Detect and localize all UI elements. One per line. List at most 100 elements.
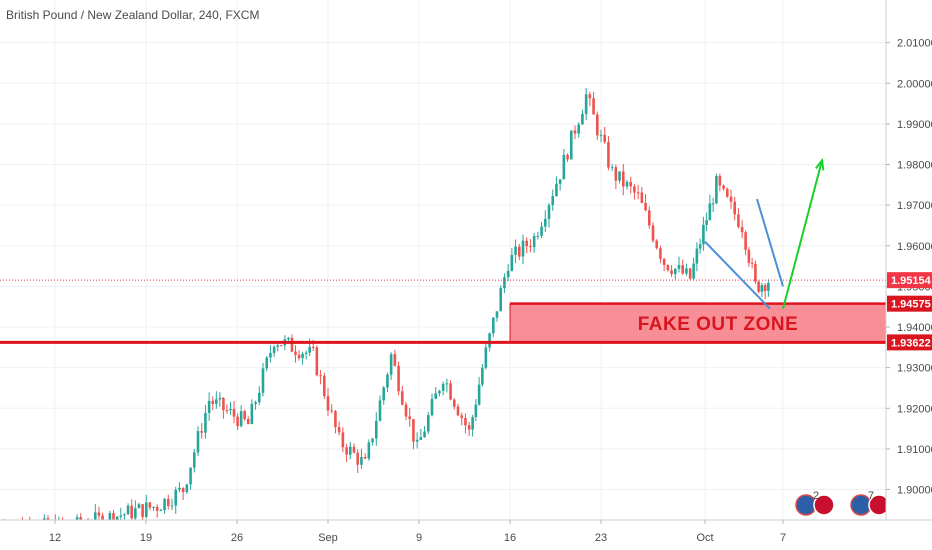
candle-body [484,347,488,368]
candle-body [438,390,441,394]
candle-body [452,399,456,407]
candle-body [397,365,400,392]
candle-body [625,181,629,187]
candle-body [326,396,330,411]
candle-body [218,397,222,400]
candle-body [356,452,360,465]
candle-body [374,420,378,439]
candle-body [174,489,178,506]
candle-body [705,220,708,225]
candle-body [747,249,751,263]
candle-body [698,244,702,249]
time-tick-label: 23 [595,532,607,544]
time-axis[interactable]: 12 19 26 Sep 9 16 23 Oct 7 [0,519,932,550]
candle-body [126,505,130,515]
candle-body [506,270,510,278]
time-tick-label: 7 [780,532,786,544]
candle-body [555,183,558,196]
candle-body [566,154,569,160]
candle-body [607,142,610,168]
candle-body [141,504,144,518]
time-tick-label: Oct [696,532,713,544]
candle-body [337,427,341,433]
candle-body [97,512,101,516]
price-tag-label: 1.93622 [891,337,931,349]
candle-body [514,246,517,255]
candle-body [695,248,699,264]
candle-body [246,419,250,425]
candle-body [725,188,729,197]
price-tag [887,272,932,289]
chart-title: British Pound / New Zealand Dollar, 240,… [6,8,260,22]
candle-body [547,205,551,219]
candle-body [408,416,412,420]
candle-body [430,398,434,416]
candle-body [185,484,189,493]
candle-body [722,185,725,189]
zone-label: FAKE OUT ZONE [638,314,799,335]
candle-body [449,383,452,400]
candle-body [315,347,319,376]
candle-body [130,505,133,519]
price-tag [887,334,932,351]
candle-body [445,383,449,385]
candle-body [181,487,185,493]
candle-body [261,368,265,393]
candle-body [229,408,232,411]
candle-body [729,196,733,202]
candle-body [708,203,712,221]
candle-body [204,412,207,433]
candle-body [152,506,155,508]
candle-body [434,393,438,399]
candle-body [222,397,225,411]
candle-body [599,134,603,136]
candle-body [290,337,294,352]
event-flag-icon [813,494,835,516]
time-tick-label: 16 [504,532,516,544]
candle-body [423,431,426,438]
candle-body [276,345,280,347]
candle-body [681,265,685,274]
candle-body [265,357,269,369]
candle-body [148,502,152,508]
candle-body [592,98,595,115]
candle-body [757,281,760,292]
candle-body [750,262,754,264]
candle-body [540,226,543,236]
candle-body [456,406,460,416]
candle-body [503,277,506,289]
candle-body [733,201,737,215]
trendline [756,198,784,287]
candle-body [200,431,204,433]
candle-body [189,467,192,485]
price-tag-label: 1.94575 [891,299,931,311]
candle-body [137,504,141,509]
candle-body [352,446,356,453]
arrow-head [815,157,825,171]
candle-body [651,225,655,241]
price-tick-label: 1.98000 [897,160,932,172]
candle-body [692,263,695,279]
candle-body [688,268,692,279]
candle-body [382,387,386,401]
candle-body [595,114,599,136]
candle-body [415,439,419,442]
candle-body [272,346,276,353]
candle-body [178,487,181,490]
candle-body [754,263,757,282]
candle-body [573,130,577,134]
candle-body [670,270,673,275]
candle-body [633,186,636,193]
candle-body [744,232,747,250]
candle-body [740,227,744,233]
candle-body [666,264,670,271]
price-axis[interactable]: 2.01000 2.00000 1.99000 1.98000 1.97000 1.960… [885,0,932,520]
candle-body [363,457,367,459]
candle-body [464,418,467,426]
candle-body [474,404,478,418]
candle-body [243,411,246,420]
candle-body [702,224,705,245]
candle-body [330,410,334,412]
candle-body [400,391,404,405]
candle-body [108,513,112,524]
